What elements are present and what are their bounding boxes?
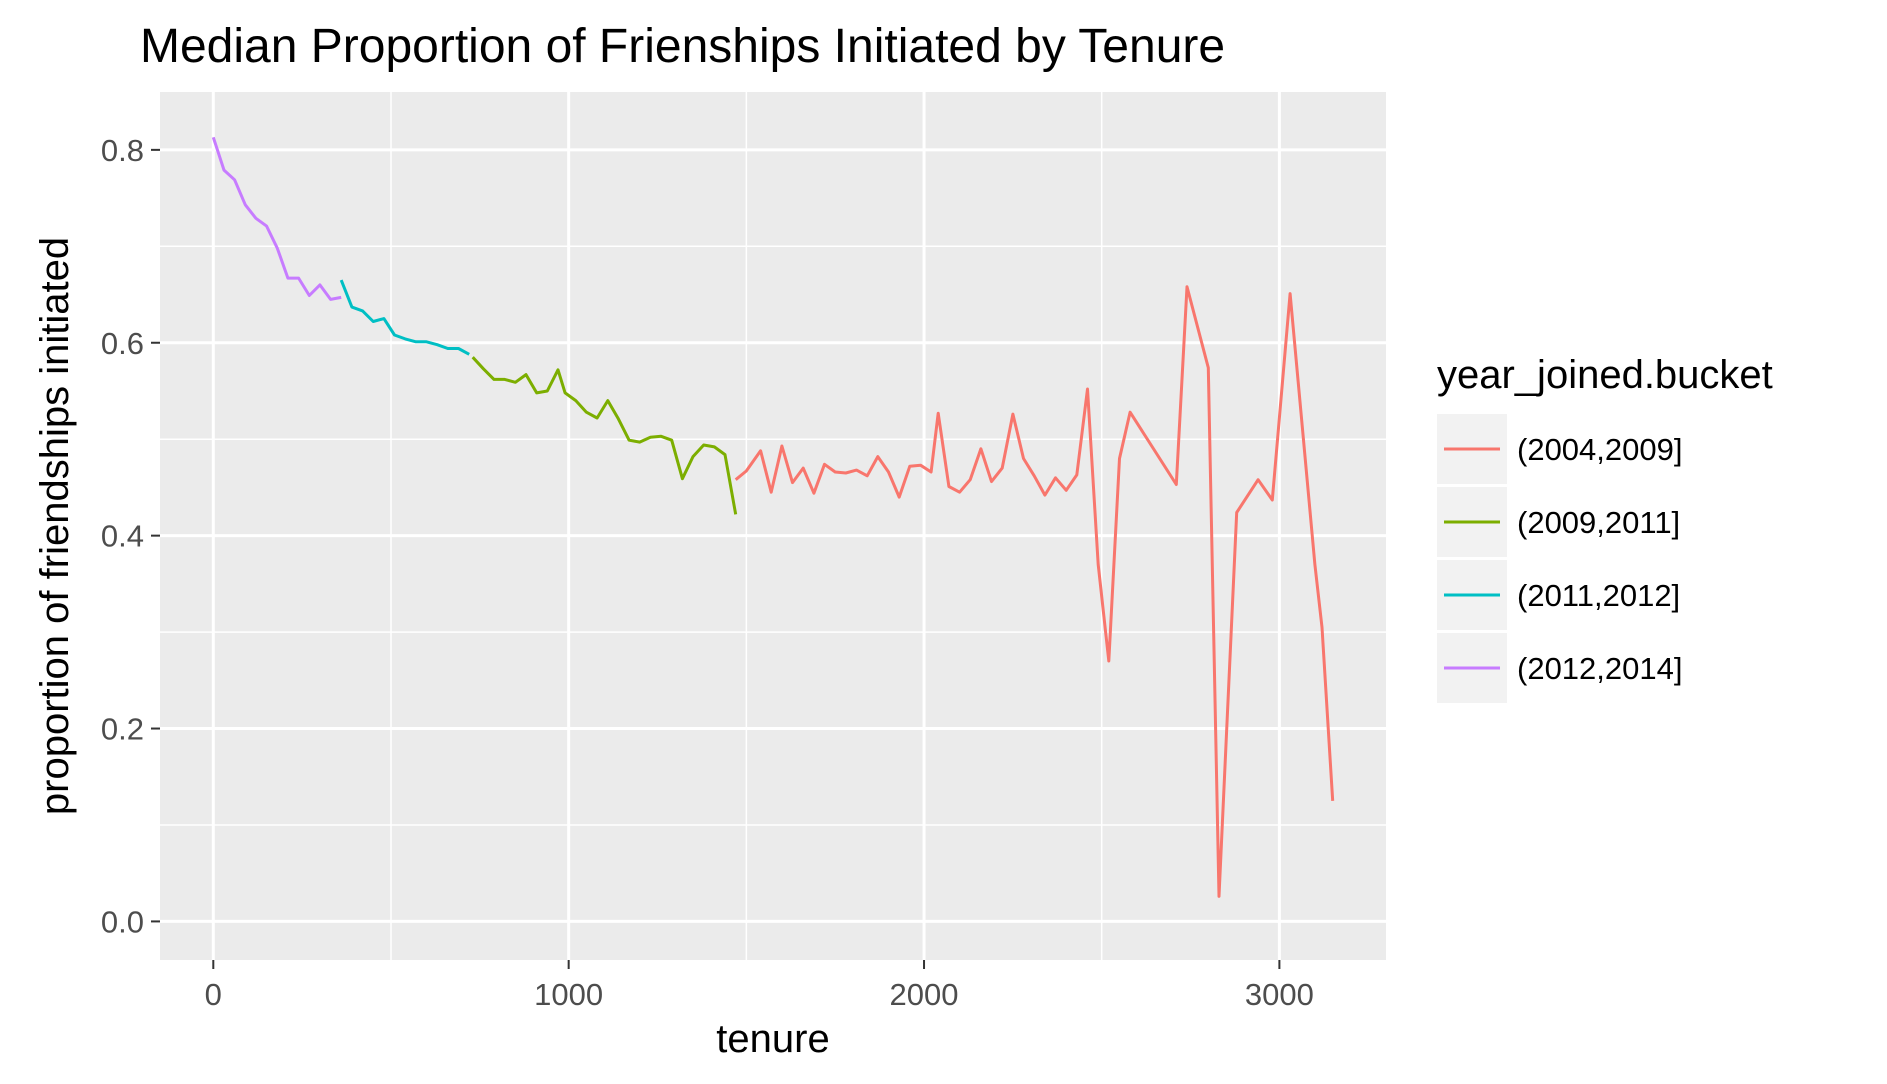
x-axis-title: tenure (716, 1017, 829, 1061)
y-tick-label: 0.8 (101, 133, 144, 168)
x-tick-label: 1000 (534, 977, 603, 1012)
x-tick-label: 2000 (890, 977, 959, 1012)
y-tick-label: 0.6 (101, 326, 144, 361)
series-line (734, 285, 1335, 898)
y-axis-title: proportion of friendships initiated (33, 237, 77, 815)
series-layer (211, 136, 1335, 898)
y-tick-label: 0.2 (101, 712, 144, 747)
chart-title: Median Proportion of Frienships Initiate… (140, 20, 1225, 73)
plot-panel (160, 92, 1386, 960)
series-line (339, 279, 470, 356)
axis-tick-labels: 0 1000 2000 3000 0.0 0.2 0.4 0.6 0.8 (101, 133, 1314, 1012)
series-line (471, 356, 738, 515)
legend-title: year_joined.bucket (1437, 353, 1773, 397)
major-gridlines (160, 92, 1386, 960)
y-tick-label: 0.0 (101, 904, 144, 939)
legend-label: (2012,2014] (1517, 651, 1682, 686)
legend: year_joined.bucket (2004,2009] (2009,2011… (1437, 353, 1773, 703)
x-tick-label: 0 (205, 977, 222, 1012)
x-tick-label: 3000 (1245, 977, 1314, 1012)
series-line (211, 136, 342, 301)
legend-items: (2004,2009] (2009,2011] (2011,2012] (2012,2… (1437, 414, 1682, 703)
legend-label: (2009,2011] (1517, 505, 1680, 540)
y-tick-label: 0.4 (101, 519, 144, 554)
axis-ticks (151, 148, 1281, 969)
legend-label: (2011,2012] (1517, 578, 1680, 613)
minor-gridlines (160, 92, 1386, 960)
legend-label: (2004,2009] (1517, 432, 1682, 467)
